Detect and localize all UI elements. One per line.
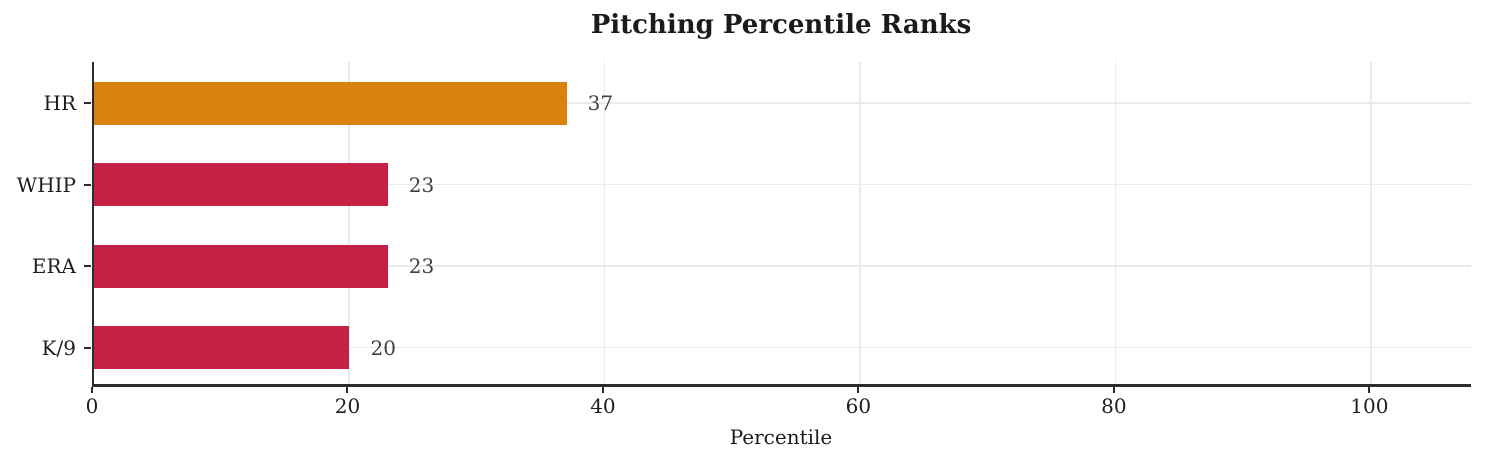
bar-value-label: 20 xyxy=(370,335,396,360)
bar-whip xyxy=(94,163,388,206)
y-axis-tick xyxy=(84,265,91,267)
x-axis-tick-label: 0 xyxy=(85,394,99,418)
bar-hr xyxy=(94,81,567,125)
bar-k-9 xyxy=(94,326,350,369)
vertical-gridline xyxy=(859,62,861,384)
x-axis-tick-label: 60 xyxy=(845,394,872,418)
x-axis-label: Percentile xyxy=(729,425,833,449)
plot-area: 37 23 23 20 xyxy=(92,62,1471,387)
x-axis-tick xyxy=(91,387,93,393)
chart-title: Pitching Percentile Ranks xyxy=(590,10,972,40)
x-axis-tick xyxy=(857,387,860,393)
x-axis-tick-label: 100 xyxy=(1350,394,1389,418)
x-axis-tick xyxy=(1112,387,1115,393)
vertical-gridline xyxy=(348,62,350,384)
y-axis-category-label: HR xyxy=(43,91,77,115)
y-axis-tick xyxy=(84,346,91,349)
horizontal-gridline xyxy=(94,102,1471,104)
x-axis-tick-label: 80 xyxy=(1101,394,1127,418)
y-axis-tick xyxy=(84,183,91,186)
vertical-gridline xyxy=(1370,62,1372,384)
bar-value-label: 37 xyxy=(587,91,614,115)
y-axis-category-label: K/9 xyxy=(41,335,76,360)
bar-value-label: 23 xyxy=(408,172,435,197)
x-axis-tick-label: 20 xyxy=(334,394,361,418)
horizontal-gridline xyxy=(94,346,1471,349)
horizontal-gridline xyxy=(94,265,1471,267)
vertical-gridline xyxy=(1114,62,1117,384)
vertical-gridline xyxy=(603,62,606,384)
bar-era xyxy=(94,244,388,288)
x-axis-tick-label: 40 xyxy=(590,394,616,418)
x-axis-tick xyxy=(346,387,349,393)
bar-value-label: 23 xyxy=(408,254,435,278)
y-axis-category-label: ERA xyxy=(31,254,76,278)
y-axis-tick xyxy=(84,102,91,104)
y-axis-category-label: WHIP xyxy=(16,172,76,197)
x-axis-tick xyxy=(1368,387,1371,393)
x-axis-tick xyxy=(601,387,604,393)
horizontal-gridline xyxy=(94,183,1471,186)
